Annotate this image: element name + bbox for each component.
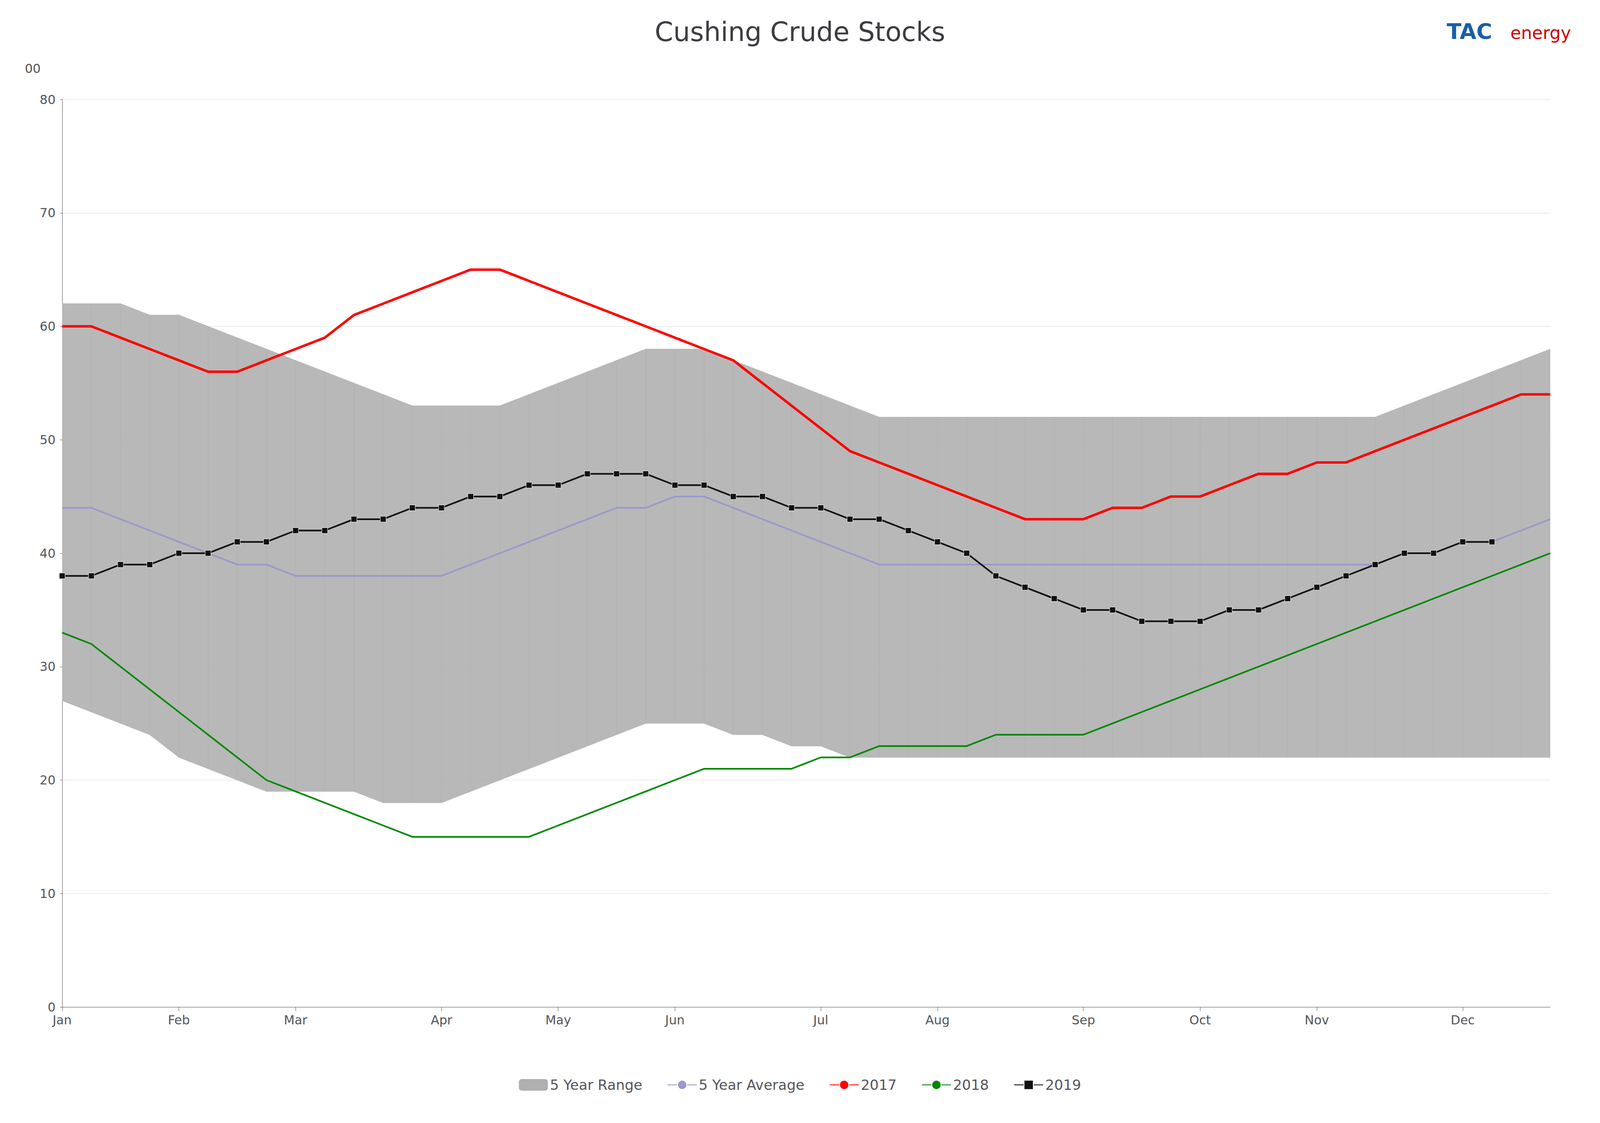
svg-text:Cushing Crude Stocks: Cushing Crude Stocks <box>654 16 946 48</box>
svg-text:40: 40 <box>39 546 56 561</box>
svg-text:Oct: Oct <box>1189 1013 1211 1028</box>
svg-text:5 Year Range: 5 Year Range <box>550 1076 643 1094</box>
svg-text:50: 50 <box>39 432 56 448</box>
svg-text:00: 00 <box>24 61 41 76</box>
svg-text:Sep: Sep <box>1071 1013 1096 1028</box>
svg-text:2017: 2017 <box>860 1076 897 1094</box>
svg-text:0: 0 <box>47 1000 56 1015</box>
svg-text:5 Year Average: 5 Year Average <box>698 1076 805 1094</box>
svg-text:20: 20 <box>39 773 56 788</box>
svg-text:60: 60 <box>39 319 56 334</box>
svg-text:10: 10 <box>39 886 56 902</box>
svg-text:Jan: Jan <box>51 1013 72 1028</box>
svg-text:Feb: Feb <box>167 1013 190 1028</box>
svg-text:80: 80 <box>39 92 56 107</box>
svg-text:May: May <box>545 1013 572 1028</box>
svg-text:Jun: Jun <box>664 1013 685 1028</box>
svg-text:Dec: Dec <box>1450 1013 1475 1028</box>
svg-text:2019: 2019 <box>1045 1076 1082 1094</box>
svg-text:30: 30 <box>39 659 56 674</box>
svg-text:2018: 2018 <box>952 1076 990 1094</box>
svg-text:Nov: Nov <box>1304 1013 1330 1028</box>
svg-text:70: 70 <box>39 205 56 221</box>
svg-text:Apr: Apr <box>430 1013 453 1028</box>
svg-text:Jul: Jul <box>812 1013 829 1028</box>
svg-text:Mar: Mar <box>283 1013 308 1028</box>
svg-text:TAC: TAC <box>1446 19 1493 44</box>
svg-text:energy: energy <box>1510 22 1571 44</box>
svg-text:Aug: Aug <box>925 1013 950 1028</box>
